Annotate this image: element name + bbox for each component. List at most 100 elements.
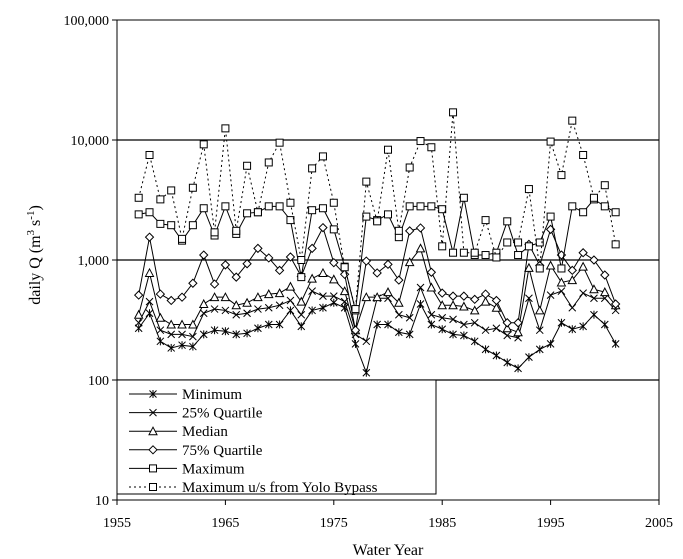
data-point [427, 202, 436, 211]
data-point [297, 256, 306, 264]
data-point [556, 277, 567, 287]
data-point [448, 291, 458, 301]
data-point [155, 312, 166, 322]
data-point [600, 181, 609, 190]
data-point [177, 292, 187, 302]
data-point [220, 260, 231, 270]
data-point [405, 163, 414, 172]
data-point [231, 272, 241, 282]
data-point [426, 267, 437, 277]
data-point [405, 202, 414, 211]
data-point [470, 337, 479, 346]
data-point [167, 186, 176, 195]
data-point [535, 345, 544, 354]
legend-item: Minimum [129, 387, 242, 403]
data-point [383, 287, 393, 297]
data-point [134, 193, 143, 202]
data-point [297, 322, 306, 331]
data-point [221, 306, 230, 315]
data-point [557, 264, 566, 273]
data-point [480, 289, 491, 299]
x-tick-label: 1965 [211, 516, 239, 531]
data-point [145, 297, 154, 306]
data-point [404, 226, 415, 236]
data-point [469, 305, 480, 315]
data-point [405, 330, 414, 339]
series-0 [134, 298, 620, 377]
x-axis-title: Water Year [353, 542, 424, 559]
data-point [546, 212, 555, 221]
data-point [144, 232, 155, 242]
data-point [579, 322, 587, 331]
data-point [491, 295, 502, 306]
data-point [394, 226, 403, 235]
data-point [263, 289, 274, 299]
legend-marker [148, 445, 158, 455]
legend-item: 25% Quartile [129, 406, 263, 422]
data-point [514, 364, 522, 373]
data-point [275, 301, 284, 310]
data-point [502, 318, 512, 328]
data-point [189, 332, 197, 341]
data-point [449, 315, 457, 324]
data-point [405, 313, 414, 322]
x-tick-label: 2005 [645, 516, 673, 531]
data-point [427, 320, 436, 329]
data-point [156, 326, 165, 335]
y-tick-label: 1,000 [78, 254, 110, 269]
data-point [177, 319, 187, 329]
data-point [373, 217, 382, 226]
data-point [264, 202, 273, 211]
data-point [253, 208, 262, 217]
data-point [492, 253, 501, 262]
data-point [189, 342, 197, 351]
legend-item: Maximum u/s from Yolo Bypass [129, 480, 378, 496]
data-point [285, 281, 296, 291]
data-point [491, 302, 502, 312]
data-point [557, 318, 566, 327]
series-5 [134, 108, 620, 314]
data-point [578, 248, 588, 258]
data-point [199, 330, 208, 339]
data-point [199, 204, 208, 213]
data-point [286, 306, 295, 315]
data-point [286, 296, 295, 305]
legend-marker [149, 464, 157, 473]
data-point [524, 242, 533, 251]
data-point [210, 228, 219, 237]
data-point [525, 294, 533, 303]
series-2 [133, 243, 621, 337]
data-point [286, 216, 295, 225]
data-point [209, 292, 220, 302]
data-point [166, 295, 176, 306]
data-point [308, 306, 316, 315]
legend-label: Maximum [182, 461, 245, 477]
data-point [210, 326, 219, 335]
data-point [470, 248, 479, 257]
data-point [568, 202, 577, 211]
x-tick-label: 1985 [428, 516, 456, 531]
data-point [372, 268, 382, 278]
data-point [589, 284, 599, 294]
y-axis-title: daily Q (m3 s-1) [25, 205, 44, 305]
data-point [437, 300, 448, 310]
data-point [319, 303, 327, 312]
data-point [232, 310, 241, 319]
data-point [167, 330, 176, 339]
legend-label: Median [182, 424, 228, 440]
data-point [449, 330, 457, 339]
data-point [590, 294, 598, 303]
data-point [145, 309, 154, 318]
data-point [449, 248, 458, 257]
data-point [568, 116, 577, 125]
data-point [535, 238, 544, 247]
data-point [416, 202, 425, 211]
data-point [449, 108, 458, 117]
data-point [275, 202, 284, 211]
legend-label: Minimum [182, 387, 242, 403]
data-point [438, 242, 447, 251]
data-point [329, 292, 338, 300]
data-point [394, 297, 404, 307]
data-point [460, 320, 468, 329]
